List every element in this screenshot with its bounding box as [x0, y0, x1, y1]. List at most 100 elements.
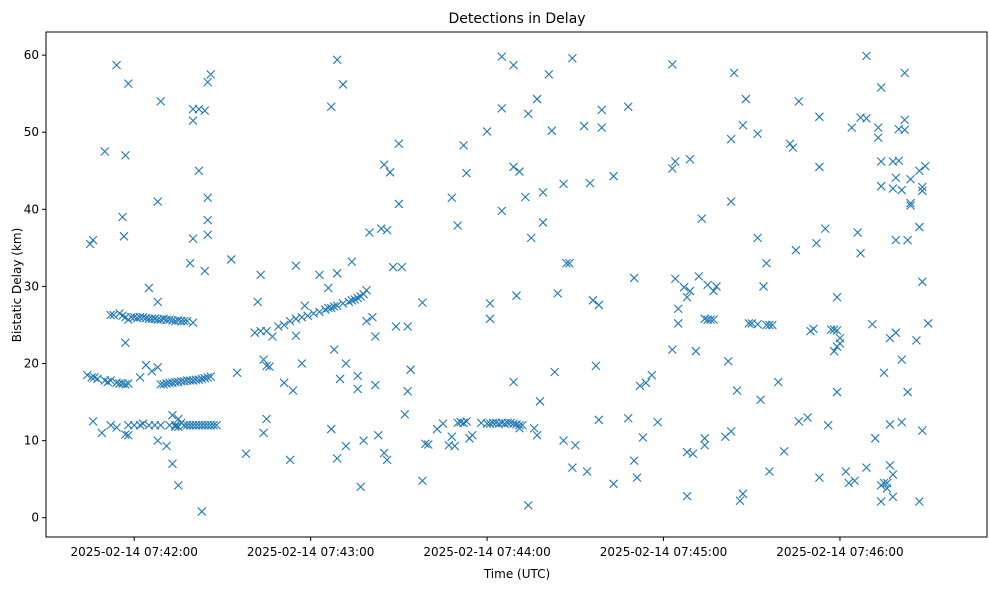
- data-point-x-marker: [809, 324, 818, 334]
- data-point-x-marker: [265, 362, 274, 371]
- data-point-x-marker: [391, 322, 401, 331]
- data-point-x-marker: [232, 368, 242, 378]
- data-point-x-marker: [262, 414, 271, 424]
- x-tick-label: 2025-02-14 07:45:00: [600, 545, 727, 559]
- data-point-x-marker: [159, 379, 169, 389]
- data-point-x-marker: [153, 297, 163, 307]
- data-point-x-marker: [121, 430, 130, 439]
- data-point-x-marker: [562, 258, 571, 268]
- data-point-x-marker: [291, 314, 301, 324]
- data-point-x-marker: [173, 422, 183, 432]
- data-point-x-marker: [406, 365, 416, 375]
- data-point-x-marker: [250, 328, 260, 338]
- data-point-x-marker: [706, 315, 715, 324]
- data-point-x-marker: [841, 467, 851, 476]
- data-point-x-marker: [418, 476, 427, 486]
- data-point-x-marker: [726, 426, 736, 436]
- data-point-x-marker: [256, 270, 266, 280]
- data-point-x-marker: [585, 178, 595, 188]
- data-point-x-marker: [394, 139, 404, 149]
- data-point-x-marker: [667, 345, 677, 355]
- data-point-x-marker: [723, 356, 733, 366]
- y-tick-label: 30: [24, 279, 39, 293]
- data-point-x-marker: [379, 160, 389, 169]
- y-tick-label: 50: [24, 125, 39, 139]
- data-point-x-marker: [326, 102, 336, 112]
- data-point-x-marker: [87, 373, 96, 382]
- data-point-x-marker: [309, 309, 318, 318]
- data-point-x-marker: [123, 79, 133, 89]
- data-point-x-marker: [121, 150, 130, 160]
- data-point-x-marker: [170, 422, 180, 432]
- x-tick-label: 2025-02-14 07:42:00: [70, 545, 197, 559]
- y-axis-ticks: 0 10 20 30 40 50 60: [24, 48, 46, 525]
- data-point-x-marker: [594, 415, 604, 425]
- data-point-x-marker: [565, 258, 574, 268]
- data-point-x-marker: [482, 127, 492, 136]
- data-point-x-marker: [206, 70, 216, 79]
- data-point-x-marker: [379, 448, 389, 458]
- data-point-x-marker: [765, 467, 774, 476]
- data-point-x-marker: [744, 319, 754, 328]
- data-point-x-marker: [632, 473, 642, 483]
- data-point-x-marker: [673, 319, 683, 328]
- data-point-x-marker: [923, 319, 933, 328]
- data-point-x-marker: [203, 230, 213, 240]
- data-point-x-marker: [670, 274, 680, 284]
- data-point-x-marker: [559, 436, 568, 446]
- data-point-x-marker: [900, 115, 910, 125]
- data-point-x-marker: [323, 303, 333, 313]
- data-point-x-marker: [870, 433, 880, 443]
- data-point-x-marker: [876, 157, 886, 166]
- data-point-x-marker: [709, 315, 718, 324]
- data-point-x-marker: [106, 376, 116, 385]
- data-point-x-marker: [682, 292, 692, 302]
- data-point-x-marker: [323, 283, 333, 293]
- data-point-x-marker: [332, 268, 342, 278]
- data-point-x-marker: [535, 396, 545, 406]
- data-point-x-marker: [320, 305, 330, 314]
- data-point-x-marker: [326, 424, 336, 434]
- data-point-x-marker: [529, 423, 539, 433]
- data-point-x-marker: [894, 156, 904, 166]
- data-point-x-marker: [203, 193, 213, 203]
- data-point-x-marker: [888, 184, 898, 193]
- data-point-x-marker: [567, 463, 577, 472]
- data-point-x-marker: [138, 419, 148, 429]
- data-point-x-marker: [876, 83, 886, 92]
- data-point-x-marker: [685, 286, 695, 296]
- data-point-x-marker: [729, 68, 739, 78]
- data-point-x-marker: [914, 497, 924, 506]
- data-point-x-marker: [765, 320, 774, 330]
- data-point-x-marker: [679, 282, 689, 292]
- data-point-x-marker: [497, 52, 507, 62]
- data-point-x-marker: [812, 238, 821, 248]
- data-point-x-marker: [667, 59, 677, 69]
- data-point-x-marker: [394, 199, 404, 209]
- data-point-x-marker: [153, 197, 163, 207]
- data-point-x-marker: [917, 426, 927, 435]
- data-point-x-marker: [550, 367, 560, 377]
- data-point-x-marker: [885, 420, 895, 429]
- data-point-x-marker: [162, 441, 171, 451]
- data-point-x-marker: [526, 233, 536, 243]
- data-point-x-marker: [903, 235, 912, 245]
- data-point-x-marker: [291, 331, 301, 341]
- data-point-x-marker: [420, 439, 430, 449]
- x-tick-label: 2025-02-14 07:46:00: [776, 545, 903, 559]
- data-point-x-marker: [709, 286, 718, 296]
- data-point-x-marker: [879, 478, 889, 488]
- data-point-x-marker: [403, 386, 413, 396]
- data-point-x-marker: [373, 430, 383, 440]
- data-point-x-marker: [135, 373, 145, 382]
- data-point-x-marker: [509, 377, 518, 387]
- data-point-x-marker: [515, 420, 524, 430]
- data-point-x-marker: [509, 60, 518, 70]
- data-point-x-marker: [532, 430, 542, 440]
- y-tick-label: 20: [24, 357, 39, 371]
- data-point-x-marker: [259, 355, 268, 365]
- data-point-x-marker: [188, 234, 198, 244]
- data-point-x-marker: [170, 420, 180, 430]
